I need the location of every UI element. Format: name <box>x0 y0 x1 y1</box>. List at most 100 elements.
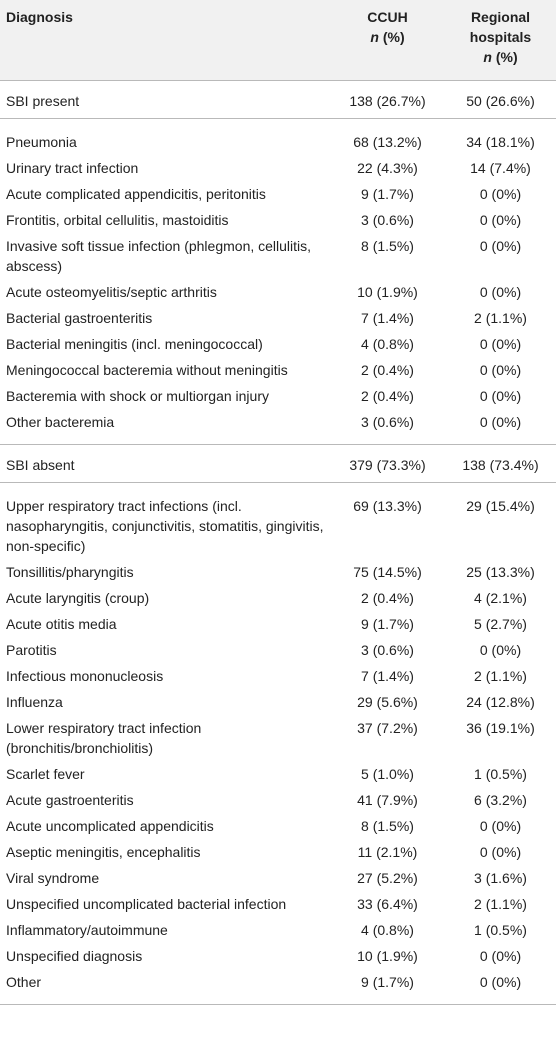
diagnosis-row: Acute uncomplicated appendicitis 8 (1.5%)… <box>0 813 556 839</box>
count-cell: 0 (0%) <box>479 212 522 228</box>
diagnosis-row: Inflammatory/autoimmune 4 (0.8%) 1 (0.5%) <box>0 917 556 943</box>
unit: (%) <box>382 29 405 45</box>
count-cell: 0 (0%) <box>479 186 522 202</box>
count-cell: 8 (1.5%) <box>361 238 414 254</box>
diagnosis-row: Other 9 (1.7%) 0 (0%) <box>0 969 556 1005</box>
count-cell: 24 (12.8%) <box>466 694 535 710</box>
diagnosis-cell: Acute uncomplicated appendicitis <box>6 818 214 834</box>
column-header: CCUH n (%) <box>330 0 445 81</box>
count-cell: 8 (1.5%) <box>361 818 414 834</box>
count-cell: 1 (0.5%) <box>474 766 527 782</box>
count-cell: 138 (26.7%) <box>330 80 445 119</box>
diagnosis-row: Acute complicated appendicitis, peritoni… <box>0 181 556 207</box>
count-cell: 0 (0%) <box>479 336 522 352</box>
count-cell: 36 (19.1%) <box>466 720 535 736</box>
diagnosis-row: Infectious mononucleosis 7 (1.4%) 2 (1.1%) <box>0 663 556 689</box>
count-cell: 0 (0%) <box>445 409 556 445</box>
diagnosis-cell: Acute otitis media <box>6 616 117 632</box>
diagnosis-cell: Bacterial meningitis (incl. meningococca… <box>6 336 263 352</box>
count-cell: 5 (2.7%) <box>474 616 527 632</box>
summary-row: SBI absent 379 (73.3%) 138 (73.4%) <box>0 444 556 483</box>
count-cell: 0 (0%) <box>479 818 522 834</box>
diagnosis-cell: Acute osteomyelitis/septic arthritis <box>6 284 217 300</box>
column-title: CCUH <box>367 9 408 25</box>
column-header: Diagnosis <box>0 0 330 81</box>
diagnosis-cell: Other bacteremia <box>0 409 330 445</box>
column-title: Regional hospitals <box>469 9 532 45</box>
count-cell: 29 (15.4%) <box>466 498 535 514</box>
count-cell: 50 (26.6%) <box>445 80 556 119</box>
count-cell: 3 (0.6%) <box>330 409 445 445</box>
diagnosis-cell: Acute laryngitis (croup) <box>6 590 150 606</box>
count-cell: 9 (1.7%) <box>361 616 414 632</box>
diagnosis-cell: Bacteremia with shock or multiorgan inju… <box>6 388 269 404</box>
diagnosis-row: Frontitis, orbital cellulitis, mastoidit… <box>0 207 556 233</box>
count-cell: 29 (5.6%) <box>357 694 418 710</box>
diagnosis-cell: Aseptic meningitis, encephalitis <box>6 844 201 860</box>
diagnosis-cell: Tonsillitis/pharyngitis <box>6 564 134 580</box>
count-cell: 10 (1.9%) <box>357 284 418 300</box>
count-cell: 14 (7.4%) <box>470 160 531 176</box>
count-cell: 0 (0%) <box>479 362 522 378</box>
diagnosis-row: Acute gastroenteritis 41 (7.9%) 6 (3.2%) <box>0 787 556 813</box>
unit-variable: n <box>370 29 379 45</box>
diagnosis-row: Other bacteremia 3 (0.6%) 0 (0%) <box>0 409 556 445</box>
count-cell: 5 (1.0%) <box>361 766 414 782</box>
count-cell: 4 (0.8%) <box>361 336 414 352</box>
count-cell: 3 (0.6%) <box>361 642 414 658</box>
count-cell: 7 (1.4%) <box>361 310 414 326</box>
count-cell: 2 (0.4%) <box>361 362 414 378</box>
header-row: Diagnosis CCUH n (%) Regional hospitals n (%… <box>0 0 556 81</box>
diagnosis-row: Bacteremia with shock or multiorgan inju… <box>0 383 556 409</box>
count-cell: 0 (0%) <box>479 388 522 404</box>
summary-row: SBI present 138 (26.7%) 50 (26.6%) <box>0 80 556 119</box>
count-cell: 4 (0.8%) <box>361 922 414 938</box>
diagnosis-row: Viral syndrome 27 (5.2%) 3 (1.6%) <box>0 865 556 891</box>
diagnosis-row: Pneumonia 68 (13.2%) 34 (18.1%) <box>0 119 556 156</box>
diagnosis-row: Aseptic meningitis, encephalitis 11 (2.1%… <box>0 839 556 865</box>
column-title: Diagnosis <box>6 9 73 25</box>
count-cell: 68 (13.2%) <box>353 134 422 150</box>
diagnosis-row: Unspecified uncomplicated bacterial infe… <box>0 891 556 917</box>
diagnosis-cell: Frontitis, orbital cellulitis, mastoidit… <box>6 212 229 228</box>
diagnosis-row: Meningococcal bacteremia without meningi… <box>0 357 556 383</box>
count-cell: 0 (0%) <box>479 284 522 300</box>
diagnosis-cell: Bacterial gastroenteritis <box>6 310 153 326</box>
count-cell: 0 (0%) <box>479 948 522 964</box>
count-cell: 22 (4.3%) <box>357 160 418 176</box>
diagnosis-row: Bacterial meningitis (incl. meningococca… <box>0 331 556 357</box>
diagnosis-row: Acute laryngitis (croup) 2 (0.4%) 4 (2.1%) <box>0 585 556 611</box>
diagnosis-cell: Acute gastroenteritis <box>6 792 134 808</box>
count-cell: 2 (0.4%) <box>361 388 414 404</box>
diagnosis-row: Parotitis 3 (0.6%) 0 (0%) <box>0 637 556 663</box>
count-cell: 2 (1.1%) <box>474 310 527 326</box>
count-cell: 27 (5.2%) <box>357 870 418 886</box>
diagnosis-cell: SBI present <box>0 80 330 119</box>
unit-variable: n <box>483 49 492 65</box>
diagnosis-row: Acute otitis media 9 (1.7%) 5 (2.7%) <box>0 611 556 637</box>
count-cell: 25 (13.3%) <box>466 564 535 580</box>
diagnosis-cell: Unspecified diagnosis <box>6 948 143 964</box>
diagnosis-table: Diagnosis CCUH n (%) Regional hospitals n (%… <box>0 0 556 1005</box>
diagnosis-row: Bacterial gastroenteritis 7 (1.4%) 2 (1.1%… <box>0 305 556 331</box>
diagnosis-cell: Meningococcal bacteremia without meningi… <box>6 362 288 378</box>
count-cell: 9 (1.7%) <box>361 186 414 202</box>
count-cell: 7 (1.4%) <box>361 668 414 684</box>
unit: (%) <box>495 49 518 65</box>
count-cell: 379 (73.3%) <box>330 444 445 483</box>
diagnosis-row: Invasive soft tissue infection (phlegmon… <box>0 233 556 279</box>
count-cell: 41 (7.9%) <box>357 792 418 808</box>
count-cell: 0 (0%) <box>479 238 522 254</box>
diagnosis-cell: Pneumonia <box>6 134 77 150</box>
diagnosis-cell: Urinary tract infection <box>6 160 139 176</box>
count-cell: 10 (1.9%) <box>357 948 418 964</box>
diagnosis-cell: Inflammatory/autoimmune <box>6 922 168 938</box>
diagnosis-cell: Unspecified uncomplicated bacterial infe… <box>6 896 287 912</box>
diagnosis-cell: Scarlet fever <box>6 766 85 782</box>
count-cell: 75 (14.5%) <box>353 564 422 580</box>
diagnosis-row: Unspecified diagnosis 10 (1.9%) 0 (0%) <box>0 943 556 969</box>
count-cell: 37 (7.2%) <box>357 720 418 736</box>
count-cell: 6 (3.2%) <box>474 792 527 808</box>
count-cell: 33 (6.4%) <box>357 896 418 912</box>
